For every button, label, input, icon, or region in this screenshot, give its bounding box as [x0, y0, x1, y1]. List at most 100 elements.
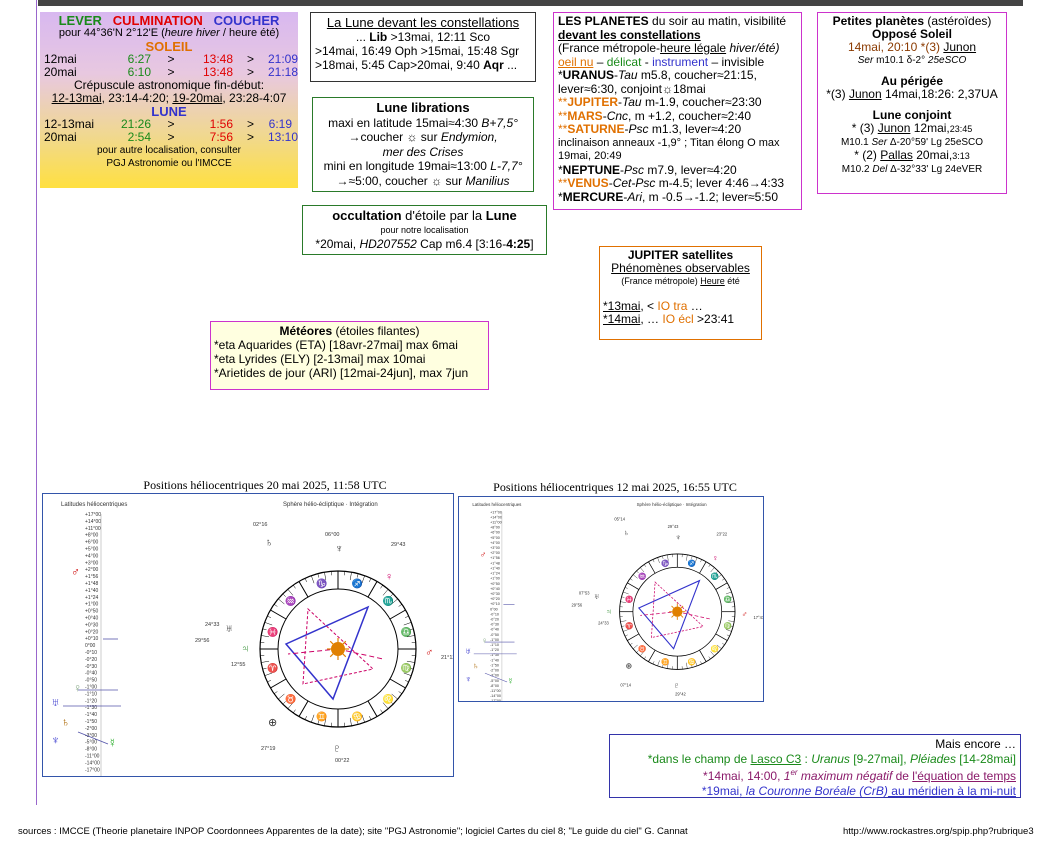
- zodiac-sign: ♊: [316, 711, 327, 722]
- cell-arrow1: >: [167, 52, 175, 66]
- wheel-tick: [398, 691, 403, 694]
- mc-l3c: ...: [503, 58, 518, 72]
- wheel-tick: [636, 570, 639, 574]
- wheel-tick: [691, 555, 693, 559]
- wheel-tick: [694, 660, 698, 667]
- wheel-tick: [404, 615, 409, 618]
- wheel-tick: [389, 678, 406, 689]
- more-line-2: *14mai, 14:00, 1er maximum négatif de l'…: [614, 766, 1016, 784]
- asteroids-moon-conj: Lune conjoint: [872, 108, 952, 122]
- wheel-tick: [627, 582, 640, 590]
- wheel-tick: [715, 570, 719, 574]
- latitude-tick: -0°40: [85, 671, 97, 677]
- zodiac-sign: ♒: [638, 572, 646, 581]
- wheel-tick: [356, 720, 359, 725]
- jupiter-satellites-box: JUPITER satellites Phénomènes observable…: [599, 246, 762, 340]
- mo-l1d: Uranus: [811, 751, 850, 766]
- zodiac-sign: ♋: [688, 657, 696, 666]
- wheel-tick: [648, 649, 656, 662]
- occultation-title: occultation d'étoile par la Lune: [306, 209, 543, 223]
- planets-sub2: (France métropole-heure légale hiver/été…: [558, 41, 797, 56]
- latitude-tick: -1°00: [85, 685, 97, 691]
- cell-arrow2: >: [246, 130, 254, 144]
- wheel-tick: [264, 622, 273, 626]
- footer-url[interactable]: http://www.rockastres.org/spip.php?rubri…: [843, 826, 1034, 837]
- as-c4c: Δ-32°33' Lg 24eVER: [887, 164, 983, 175]
- lib-l4b: L-7,7°: [490, 159, 523, 173]
- occ-t2: d'étoile par la: [401, 208, 486, 223]
- planet-symbol: ♅: [594, 592, 600, 601]
- wheel-tick: [324, 717, 327, 726]
- location-c: / heure été): [219, 27, 280, 39]
- moon-rows: 12-13mai 21:26 >1:56 >6:19 20mai 2:54 >7:56 >13…: [44, 118, 298, 144]
- mo-l3c[interactable]: au méridien à la mi-nuit: [887, 783, 1016, 798]
- latitude-tick: +17°00: [85, 512, 101, 518]
- ve-e: m-4.5; lever 4:46→4:33: [655, 176, 785, 190]
- pl-lg-b: –: [593, 54, 607, 69]
- wheel-tick: [293, 709, 296, 714]
- latitude-tick: -0°50: [490, 633, 499, 637]
- latitude-tick: -1°50: [490, 663, 499, 667]
- wheel-tick: [409, 667, 414, 670]
- ne-c: -: [620, 162, 625, 177]
- wheel-tick: [730, 596, 734, 598]
- position-label: 17°47: [754, 615, 763, 620]
- js-l2a: *14mai: [603, 312, 641, 326]
- asteroids-opposition: Opposé Soleil: [871, 27, 952, 41]
- latitude-tick: -1°20: [85, 698, 97, 704]
- zodiac-sign: ♈: [625, 621, 633, 630]
- time-row: 12mai 6:27 >13:48 >21:09: [44, 52, 298, 66]
- mt-t2: (étoiles filantes): [332, 324, 420, 338]
- as-c2c: Δ-20°59' Lg 25eSCO: [887, 137, 984, 148]
- cell-set: 21:18: [268, 65, 299, 79]
- sun-icon: [672, 606, 683, 617]
- latitude-tick: +0°10: [490, 602, 500, 606]
- ne-d: Psc: [624, 162, 645, 177]
- rise-set-box: LEVER CULMINATION COUCHER pour 44°36'N 2…: [40, 12, 298, 188]
- wheel-tick: [298, 700, 309, 717]
- position-label: 29°56: [195, 638, 209, 644]
- wheel-tick: [311, 714, 315, 723]
- orbit-triangle-2: [302, 607, 375, 685]
- pl-t4c: hiver/été): [726, 41, 780, 55]
- left-rule: [36, 0, 37, 805]
- latitude-tick: -1°30: [85, 705, 97, 711]
- wheel-tick: [287, 702, 294, 709]
- latitude-tick: -1°10: [85, 691, 97, 697]
- latitude-tick: +14°00: [490, 515, 502, 519]
- zodiac-sign: ♑: [661, 558, 669, 567]
- sa-e: m1.3, lever≈4:20: [648, 122, 742, 136]
- radius-line: [287, 648, 339, 655]
- cell-date: 12mai: [44, 52, 77, 66]
- pl-lg-f: – invisible: [708, 54, 765, 69]
- wheel-tick: [686, 662, 688, 669]
- planet-symbol: ♂: [71, 565, 80, 579]
- wheel-tick: [278, 693, 285, 700]
- moon-const-line-1: ... Lib >13mai, 12:11 Sco: [315, 30, 531, 44]
- zodiac-sign: ♐: [352, 577, 363, 588]
- me-e: , m -0.5→-1.2; lever≈5:50: [642, 189, 778, 204]
- planet-symbol: ♀: [73, 681, 82, 695]
- sun-ray: [329, 640, 334, 645]
- wheel-tick: [644, 564, 647, 567]
- ne-a: *: [558, 162, 563, 177]
- ma-c: -: [602, 108, 607, 123]
- as-c3a: * (2): [854, 148, 881, 162]
- latitude-tick: +0°50: [490, 582, 500, 586]
- mo-l2f[interactable]: l'équation de temps: [912, 769, 1016, 783]
- latitude-tick: +1°00: [85, 602, 98, 608]
- mo-l1b[interactable]: Lasco C3: [750, 751, 802, 766]
- top-bar: [38, 0, 1023, 6]
- wheel-tick: [629, 578, 633, 581]
- time-row: 20mai 2:54 >7:56 >13:10: [44, 130, 298, 144]
- cell-rise: 6:10: [127, 65, 151, 79]
- wheel-tick: [715, 650, 719, 653]
- asteroids-c4: M10.2 Del Δ-32°33' Lg 24eVER: [821, 163, 1003, 176]
- latitude-tick: +2°00: [490, 551, 500, 555]
- helio-sub-left: Latitudes héliocentriques: [472, 502, 522, 507]
- ve-c: -: [608, 176, 613, 190]
- mc-l3b: Aqr: [483, 58, 504, 72]
- twilight-c: 19-20mai: [172, 91, 223, 105]
- latitude-tick: +3°00: [85, 560, 98, 566]
- wheel-tick: [624, 587, 628, 589]
